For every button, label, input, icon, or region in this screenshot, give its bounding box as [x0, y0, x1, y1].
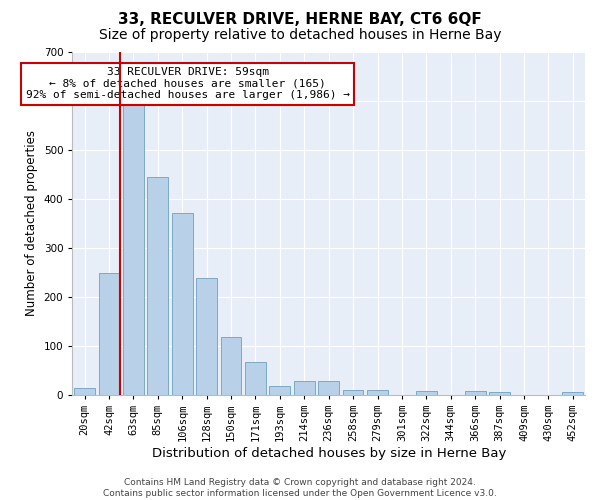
Bar — [148, 176, 168, 395]
Bar — [489, 392, 510, 395]
Bar — [367, 390, 388, 395]
Text: Contains HM Land Registry data © Crown copyright and database right 2024.
Contai: Contains HM Land Registry data © Crown c… — [103, 478, 497, 498]
Bar — [245, 362, 266, 395]
Bar — [98, 273, 119, 395]
Bar — [74, 388, 95, 395]
Bar — [196, 278, 217, 395]
Text: Size of property relative to detached houses in Herne Bay: Size of property relative to detached ho… — [99, 28, 501, 42]
Bar — [465, 391, 485, 395]
Bar — [416, 391, 437, 395]
Text: 33 RECULVER DRIVE: 59sqm
← 8% of detached houses are smaller (165)
92% of semi-d: 33 RECULVER DRIVE: 59sqm ← 8% of detache… — [26, 67, 350, 100]
Bar — [269, 386, 290, 395]
Bar — [343, 390, 364, 395]
Bar — [221, 337, 241, 395]
Text: 33, RECULVER DRIVE, HERNE BAY, CT6 6QF: 33, RECULVER DRIVE, HERNE BAY, CT6 6QF — [118, 12, 482, 28]
X-axis label: Distribution of detached houses by size in Herne Bay: Distribution of detached houses by size … — [151, 447, 506, 460]
Bar — [294, 381, 314, 395]
Bar — [319, 381, 339, 395]
Y-axis label: Number of detached properties: Number of detached properties — [25, 130, 38, 316]
Bar — [562, 392, 583, 395]
Bar — [172, 214, 193, 395]
Bar — [123, 106, 144, 395]
